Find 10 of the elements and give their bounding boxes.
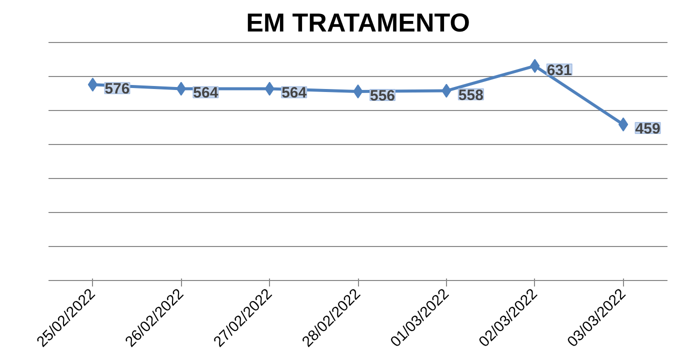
- point: [618, 117, 628, 132]
- data-label: 564: [282, 84, 308, 102]
- data-label: 564: [193, 84, 219, 102]
- data-label: 459: [635, 120, 660, 138]
- point: [88, 78, 98, 92]
- data-label: 558: [458, 86, 484, 104]
- chart-title: EM TRATAMENTO: [246, 8, 470, 38]
- data-label: 576: [104, 80, 130, 98]
- data-label: 631: [546, 62, 572, 79]
- data-label: 556: [370, 87, 396, 104]
